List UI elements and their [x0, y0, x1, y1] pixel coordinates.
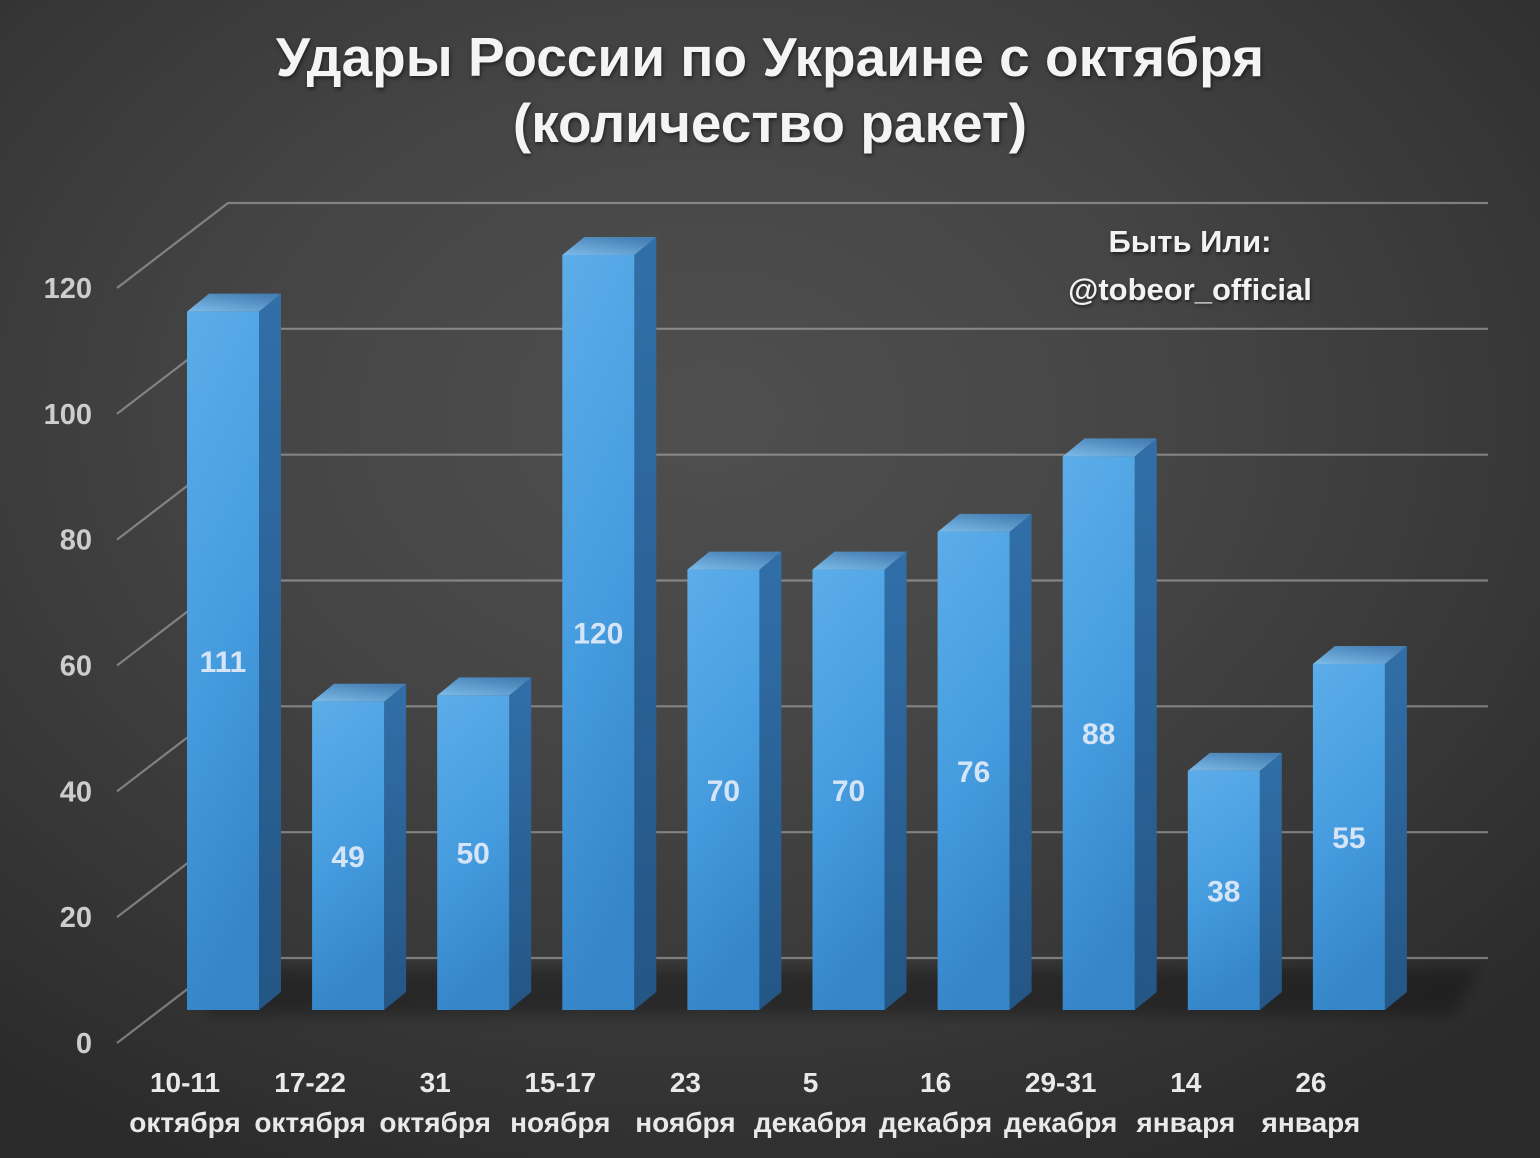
x-axis-tick-label: 15-17 — [524, 1067, 596, 1098]
x-axis-tick-label: декабря — [879, 1107, 992, 1138]
bar: 55 — [1312, 645, 1407, 1010]
gridline — [116, 579, 1488, 667]
bar-top-face — [437, 677, 532, 696]
bar-top-face — [937, 513, 1032, 532]
bar-side-face — [634, 237, 657, 1010]
y-axis-tick-label: 100 — [44, 399, 92, 431]
x-axis-tick-label: 16 — [920, 1067, 951, 1098]
bar-top-face — [1187, 752, 1282, 771]
gridline — [116, 327, 1488, 415]
bar-side-face — [1009, 513, 1032, 1010]
bar: 38 — [1187, 752, 1282, 1010]
bar-side-face — [1384, 645, 1407, 1010]
bar-value-label: 70 — [832, 775, 865, 808]
watermark-line1: Быть Или: — [1108, 224, 1272, 259]
x-axis-tick-label: октября — [379, 1107, 491, 1138]
y-axis-tick-label: 0 — [76, 1028, 92, 1060]
bar: 49 — [312, 683, 407, 1010]
x-axis-labels: 10-11 октября 17-22 октября 31 октября 15-17 но… — [129, 1067, 1360, 1138]
x-axis-tick-label: декабря — [754, 1107, 867, 1138]
bar: 70 — [812, 551, 907, 1010]
bar: 76 — [937, 513, 1032, 1010]
x-axis-tick-label: 17-22 — [274, 1067, 346, 1098]
bar-value-label: 49 — [331, 841, 364, 874]
bar-side-face — [1259, 752, 1282, 1010]
x-axis-tick-label: 26 — [1295, 1067, 1326, 1098]
bar-side-face — [509, 677, 532, 1010]
x-axis-tick-label: января — [1135, 1107, 1235, 1138]
bar-top-face — [687, 551, 782, 570]
bar-value-label: 76 — [957, 756, 990, 789]
bar-top-face — [187, 293, 281, 312]
watermark-line2: @tobeor_official — [1068, 272, 1312, 308]
x-axis-tick-label: декабря — [1004, 1107, 1117, 1138]
gridline — [116, 201, 1488, 289]
bar-top-face — [312, 683, 407, 702]
bar-side-face — [759, 551, 782, 1010]
bar-side-face — [259, 293, 281, 1010]
chart-title-line2: (количество ракет) — [512, 92, 1028, 154]
bar: 120 — [562, 237, 657, 1010]
bar-front-face — [812, 569, 885, 1010]
bar-side-face — [884, 551, 907, 1010]
x-axis-tick-label: ноября — [510, 1107, 610, 1138]
bar-value-label: 88 — [1082, 718, 1115, 751]
bar: 88 — [1062, 438, 1157, 1010]
bars: 111 49 50 120 70 70 76 88 38 55 — [187, 237, 1407, 1010]
bar-front-face — [937, 531, 1010, 1010]
x-axis-tick-label: января — [1261, 1107, 1361, 1138]
bar-value-label: 50 — [457, 838, 490, 871]
x-axis-tick-label: 29-31 — [1025, 1067, 1097, 1098]
x-axis-tick-label: 14 — [1170, 1067, 1202, 1098]
bar-top-face — [1312, 645, 1407, 664]
bar-front-face — [437, 695, 510, 1010]
bar-value-label: 70 — [707, 775, 740, 808]
bar-front-face — [1187, 770, 1260, 1010]
y-axis-tick-label: 20 — [60, 902, 92, 934]
watermark: Быть Или: @tobeor_official — [990, 218, 1390, 314]
bar-value-label: 111 — [200, 646, 247, 679]
bar-side-face — [1134, 438, 1157, 1010]
y-axis-tick-label: 40 — [60, 776, 92, 808]
bar-value-label: 120 — [573, 618, 623, 651]
bar-top-face — [1062, 438, 1157, 457]
bar-side-face — [384, 683, 407, 1010]
bar-value-label: 55 — [1332, 822, 1365, 855]
bar-front-face — [187, 311, 259, 1010]
x-axis-tick-label: октября — [254, 1107, 366, 1138]
gridline — [116, 453, 1488, 541]
bar: 111 — [187, 293, 281, 1010]
bar-front-face — [687, 569, 760, 1010]
bar-value-label: 38 — [1207, 875, 1240, 908]
y-axis-tick-label: 80 — [60, 525, 92, 557]
x-axis-tick-label: октября — [129, 1107, 241, 1138]
chart-title: Удары России по Украине с октября (колич… — [0, 24, 1540, 156]
x-axis-tick-label: ноября — [635, 1107, 735, 1138]
x-axis-tick-label: 5 — [803, 1067, 819, 1098]
bar-front-face — [1312, 663, 1385, 1010]
x-axis-tick-label: 23 — [670, 1067, 701, 1098]
chart-title-line1: Удары России по Украине с октября — [275, 26, 1265, 88]
y-axis-tick-label: 120 — [44, 273, 92, 305]
bar: 50 — [437, 677, 532, 1010]
x-axis-tick-label: 31 — [420, 1067, 451, 1098]
x-axis-tick-label: 10-11 — [150, 1067, 220, 1098]
bar-front-face — [1062, 456, 1135, 1010]
bar-top-face — [562, 237, 657, 255]
bar-front-face — [312, 701, 385, 1010]
bar: 70 — [687, 551, 782, 1010]
bar-front-face — [562, 255, 635, 1010]
y-axis-tick-label: 60 — [60, 651, 92, 683]
bar-top-face — [812, 551, 907, 570]
